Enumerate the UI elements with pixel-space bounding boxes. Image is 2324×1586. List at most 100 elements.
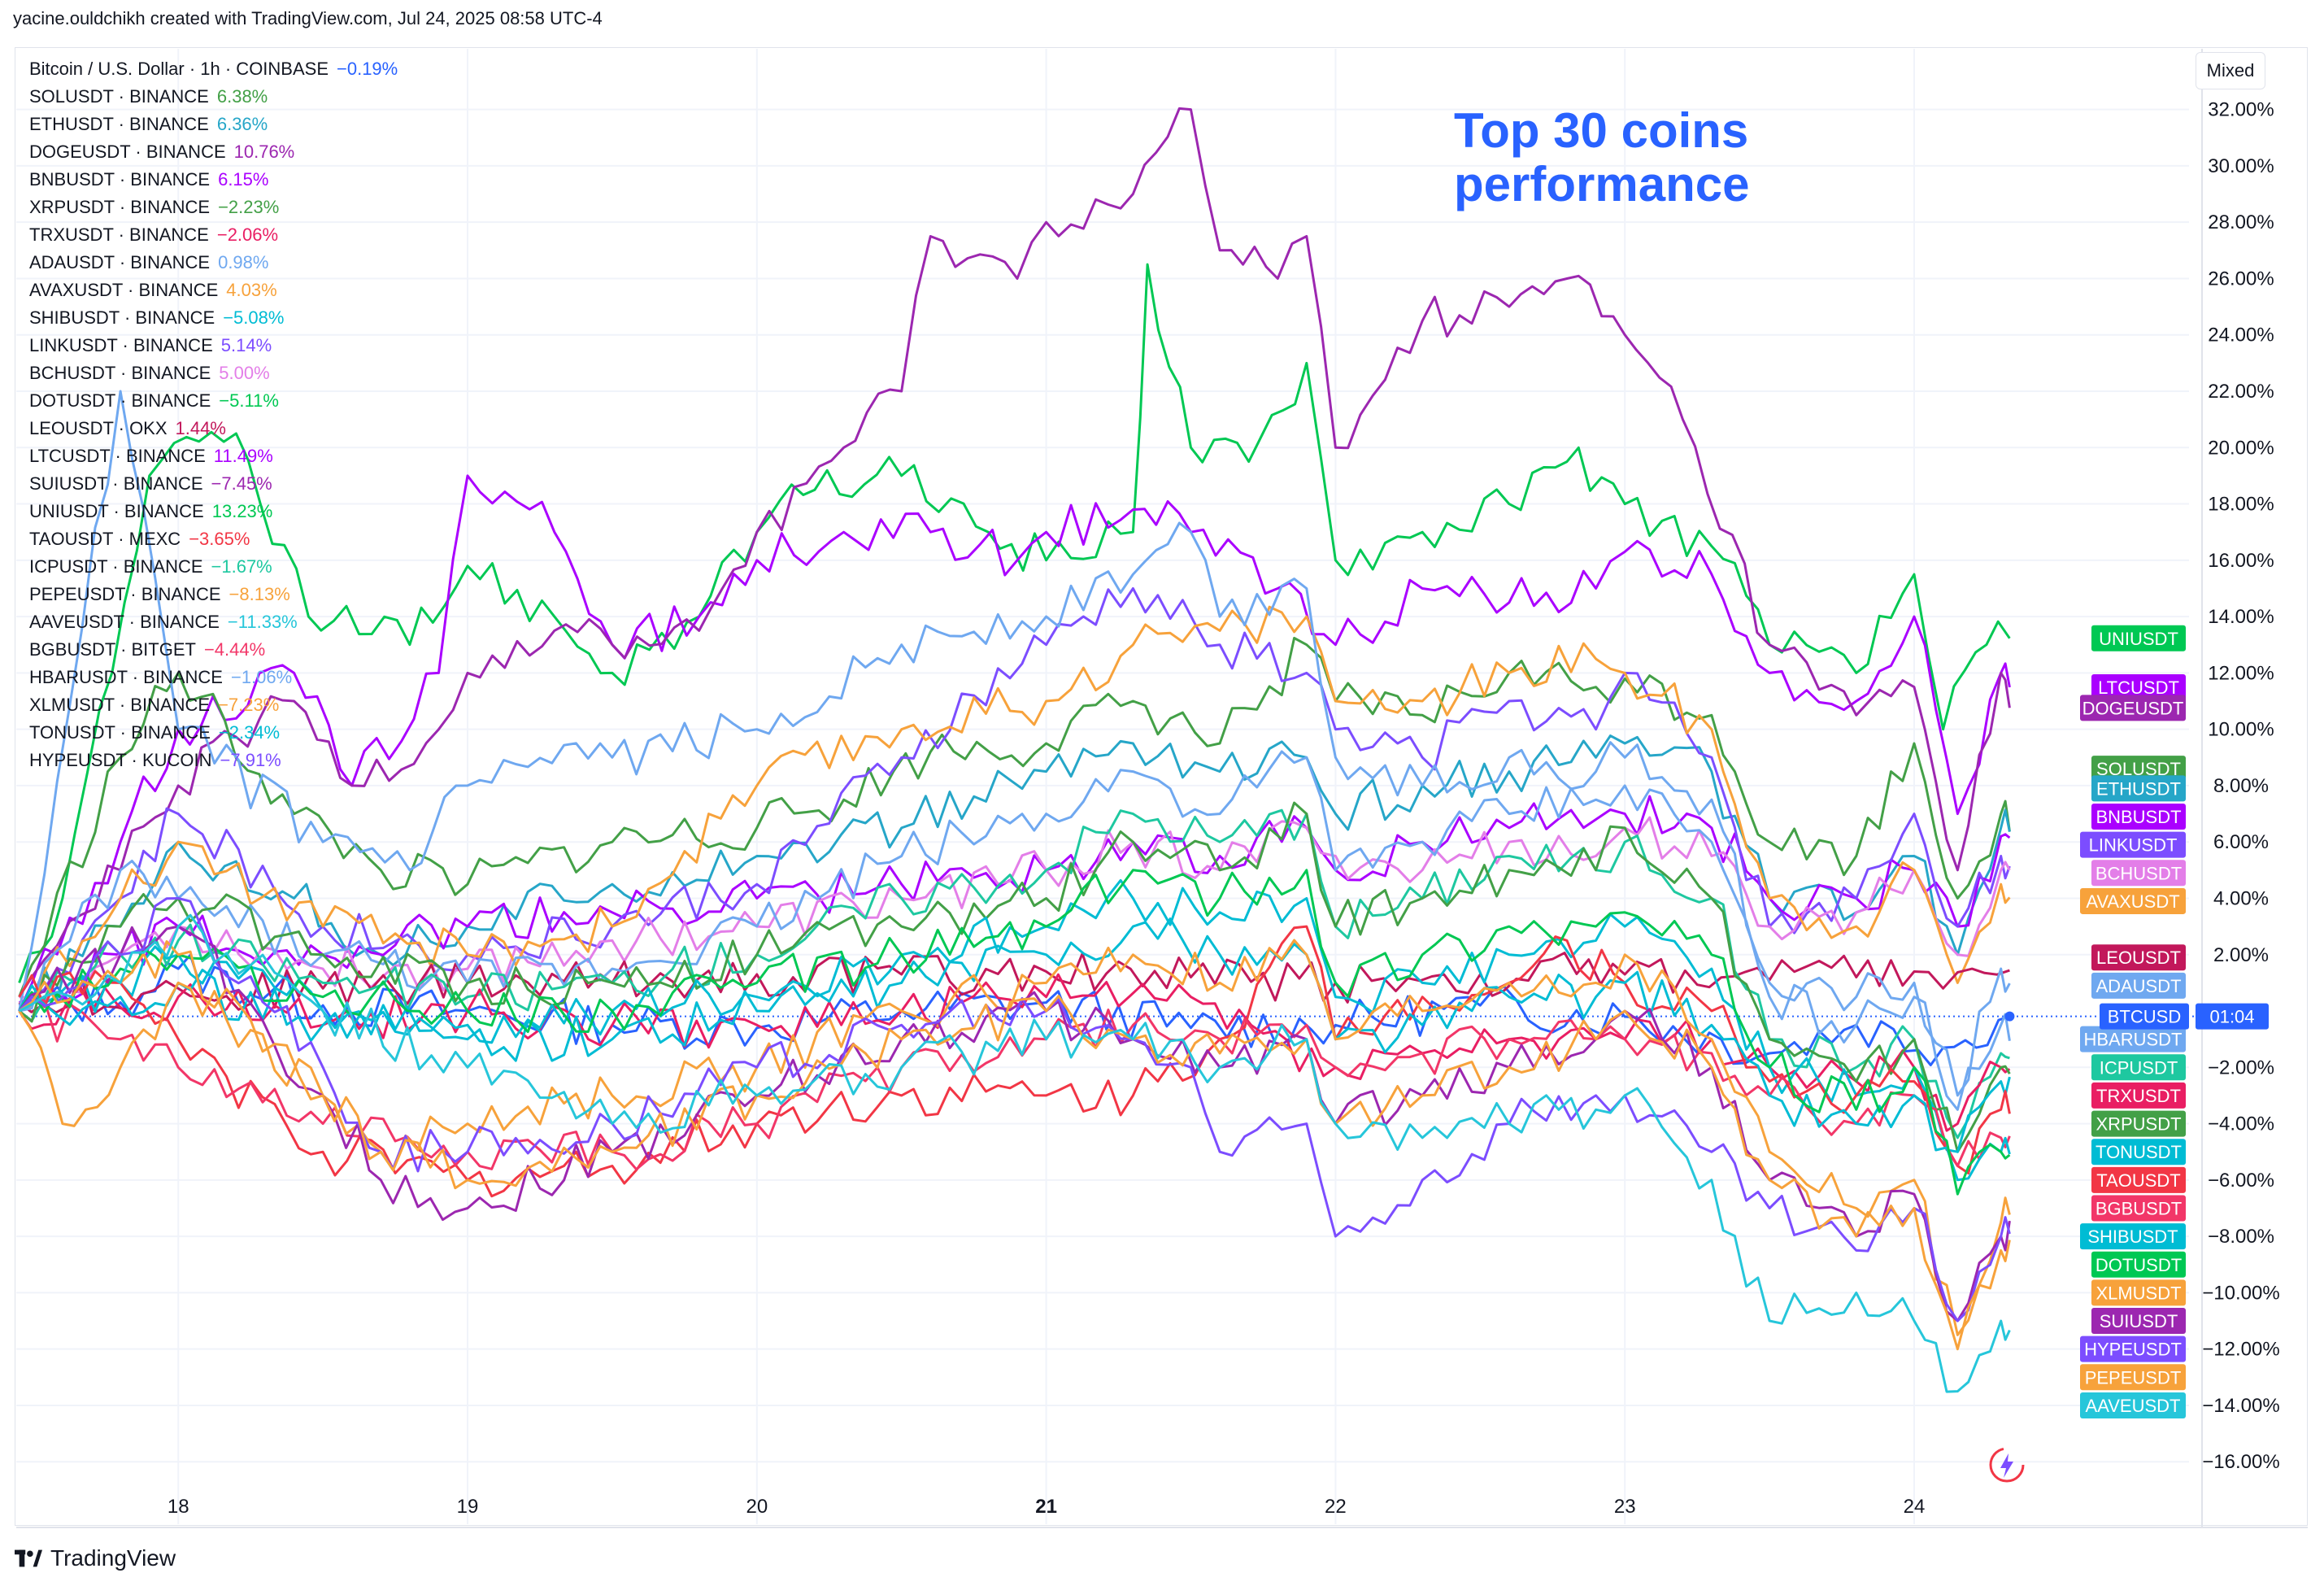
price-tag-bg — [2091, 1110, 2186, 1137]
price-tag-bg — [2091, 674, 2186, 701]
legend-row[interactable]: DOTUSDT · BINANCE −5.11% — [29, 387, 398, 415]
legend-change: −8.13% — [228, 584, 290, 604]
legend-row[interactable]: BGBUSDT · BITGET −4.44% — [29, 636, 398, 664]
legend-change: −0.19% — [337, 59, 398, 79]
price-tag: SHIBUSDT — [2087, 1227, 2178, 1247]
price-tag: TRXUSDT — [2096, 1086, 2181, 1106]
annotation-line-2: performance — [1454, 157, 1750, 211]
price-tag-bg — [2080, 1364, 2186, 1391]
legend-change: −5.08% — [223, 307, 285, 328]
y-tick-label: −6.00% — [2208, 1170, 2274, 1192]
legend-symbol: BNBUSDT · BINANCE — [29, 169, 211, 190]
legend-row[interactable]: SUIUSDT · BINANCE −7.45% — [29, 470, 398, 498]
legend-symbol: TONUSDT · BINANCE — [29, 722, 211, 743]
y-tick-label: 2.00% — [2213, 944, 2269, 966]
y-tick-label: 28.00% — [2208, 211, 2274, 233]
price-tag-bg — [2091, 1139, 2186, 1166]
y-tick-label: 24.00% — [2208, 325, 2274, 346]
price-tag: TAOUSDT — [2096, 1170, 2180, 1191]
legend-change: 5.14% — [220, 335, 272, 355]
legend-symbol: ETHUSDT · BINANCE — [29, 114, 209, 134]
legend-change: −2.23% — [218, 197, 280, 217]
price-tag-bg — [2091, 860, 2186, 887]
legend-row[interactable]: TRXUSDT · BINANCE −2.06% — [29, 221, 398, 249]
legend-row[interactable]: SOLUSDT · BINANCE 6.38% — [29, 83, 398, 111]
price-tag-bg — [2091, 1054, 2186, 1081]
legend-change: 13.23% — [211, 501, 273, 521]
legend-change: 5.00% — [219, 363, 270, 383]
legend-row[interactable]: XRPUSDT · BINANCE −2.23% — [29, 194, 398, 221]
price-tag-bg — [2091, 1308, 2186, 1335]
legend-symbol: XLMUSDT · BINANCE — [29, 695, 211, 715]
price-tag-bg — [2080, 1392, 2186, 1418]
price-tag: DOTUSDT — [2096, 1255, 2182, 1275]
series-line-xlmusdt — [18, 939, 2011, 1336]
legend-change: −7.45% — [211, 473, 272, 494]
legend-row[interactable]: BCHUSDT · BINANCE 5.00% — [29, 359, 398, 387]
legend-row[interactable]: LTCUSDT · BINANCE 11.49% — [29, 442, 398, 470]
legend-change: 1.44% — [175, 418, 226, 438]
legend-change: −4.44% — [203, 639, 266, 660]
legend-row[interactable]: AAVEUSDT · BINANCE −11.33% — [29, 608, 398, 636]
price-tag-bg — [2091, 944, 2186, 971]
legend-row[interactable]: Bitcoin / U.S. Dollar · 1h · COINBASE −0.… — [29, 55, 398, 83]
y-tick-label: 10.00% — [2208, 719, 2274, 741]
annotation-line-1: Top 30 coins — [1454, 103, 1749, 158]
series-line-bchusdt — [19, 816, 2011, 1009]
legend-row[interactable]: TONUSDT · BINANCE −2.34% — [29, 719, 398, 747]
price-tag-bg — [2091, 1195, 2186, 1222]
legend-row[interactable]: HYPEUSDT · KUCOIN −7.91% — [29, 747, 398, 774]
y-tick-label: 14.00% — [2208, 606, 2274, 628]
legend-row[interactable]: DOGEUSDT · BINANCE 10.76% — [29, 138, 398, 166]
legend-row[interactable]: SHIBUSDT · BINANCE −5.08% — [29, 304, 398, 332]
series-line-xrpusdt — [18, 801, 2011, 1153]
btc-tag-time: 01:04 — [2209, 1007, 2254, 1027]
series-line-ltcusdt — [18, 474, 2011, 1012]
price-tag-bg — [2080, 1026, 2186, 1052]
series-line-ethusdt — [18, 734, 2011, 1013]
attribution-header: yacine.ouldchikh created with TradingVie… — [13, 8, 603, 28]
price-tag-bg — [2091, 1279, 2186, 1306]
tradingview-footer[interactable]: TradingView — [15, 1545, 176, 1571]
legend-row[interactable]: BNBUSDT · BINANCE 6.15% — [29, 166, 398, 194]
x-tick-label: 19 — [457, 1496, 479, 1518]
y-tick-label: 4.00% — [2213, 887, 2269, 909]
legend-symbol: ICPUSDT · BINANCE — [29, 556, 203, 577]
y-tick-label: 20.00% — [2208, 437, 2274, 459]
price-tag: ICPUSDT — [2100, 1057, 2178, 1078]
y-tick-label: −8.00% — [2208, 1226, 2274, 1248]
lightning-badge-icon[interactable] — [1986, 1444, 2028, 1486]
legend-row[interactable]: ICPUSDT · BINANCE −1.67% — [29, 553, 398, 581]
legend-symbol: TRXUSDT · BINANCE — [29, 224, 209, 245]
x-tick-label: 18 — [168, 1496, 189, 1518]
legend-symbol: TAOUSDT · MEXC — [29, 529, 181, 549]
price-tag-bg — [2091, 625, 2186, 651]
legend-row[interactable]: LEOUSDT · OKX 1.44% — [29, 415, 398, 442]
legend-row[interactable]: HBARUSDT · BINANCE −1.06% — [29, 664, 398, 691]
legend-symbol: HBARUSDT · BINANCE — [29, 667, 223, 687]
legend-change: 4.03% — [226, 280, 277, 300]
btc-last-point — [2004, 1011, 2015, 1022]
legend-row[interactable]: ETHUSDT · BINANCE 6.36% — [29, 111, 398, 138]
price-tag-bg — [2080, 695, 2186, 721]
legend-row[interactable]: AVAXUSDT · BINANCE 4.03% — [29, 277, 398, 304]
price-tag: PEPEUSDT — [2085, 1367, 2182, 1388]
scale-mode-button[interactable]: Mixed — [2196, 52, 2265, 89]
legend-symbol: SHIBUSDT · BINANCE — [29, 307, 215, 328]
price-tag: HYPEUSDT — [2084, 1340, 2182, 1360]
series-line-dogeusdt — [18, 107, 2011, 998]
legend-row[interactable]: PEPEUSDT · BINANCE −8.13% — [29, 581, 398, 608]
legend-symbol: ADAUSDT · BINANCE — [29, 252, 211, 272]
legend-symbol: AVAXUSDT · BINANCE — [29, 280, 219, 300]
legend-row[interactable]: XLMUSDT · BINANCE −7.23% — [29, 691, 398, 719]
series-line-solusdt — [18, 637, 2011, 998]
price-tag-bg — [2091, 972, 2186, 999]
legend-row[interactable]: UNIUSDT · BINANCE 13.23% — [29, 498, 398, 525]
legend-change: 10.76% — [233, 142, 295, 162]
legend-row[interactable]: LINKUSDT · BINANCE 5.14% — [29, 332, 398, 359]
legend-row[interactable]: TAOUSDT · MEXC −3.65% — [29, 525, 398, 553]
legend-symbol: DOGEUSDT · BINANCE — [29, 142, 226, 162]
legend-row[interactable]: ADAUSDT · BINANCE 0.98% — [29, 249, 398, 277]
price-tag-bg — [2080, 887, 2186, 914]
